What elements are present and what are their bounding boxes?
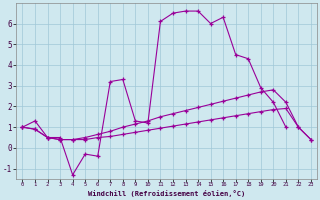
X-axis label: Windchill (Refroidissement éolien,°C): Windchill (Refroidissement éolien,°C) [88, 190, 245, 197]
